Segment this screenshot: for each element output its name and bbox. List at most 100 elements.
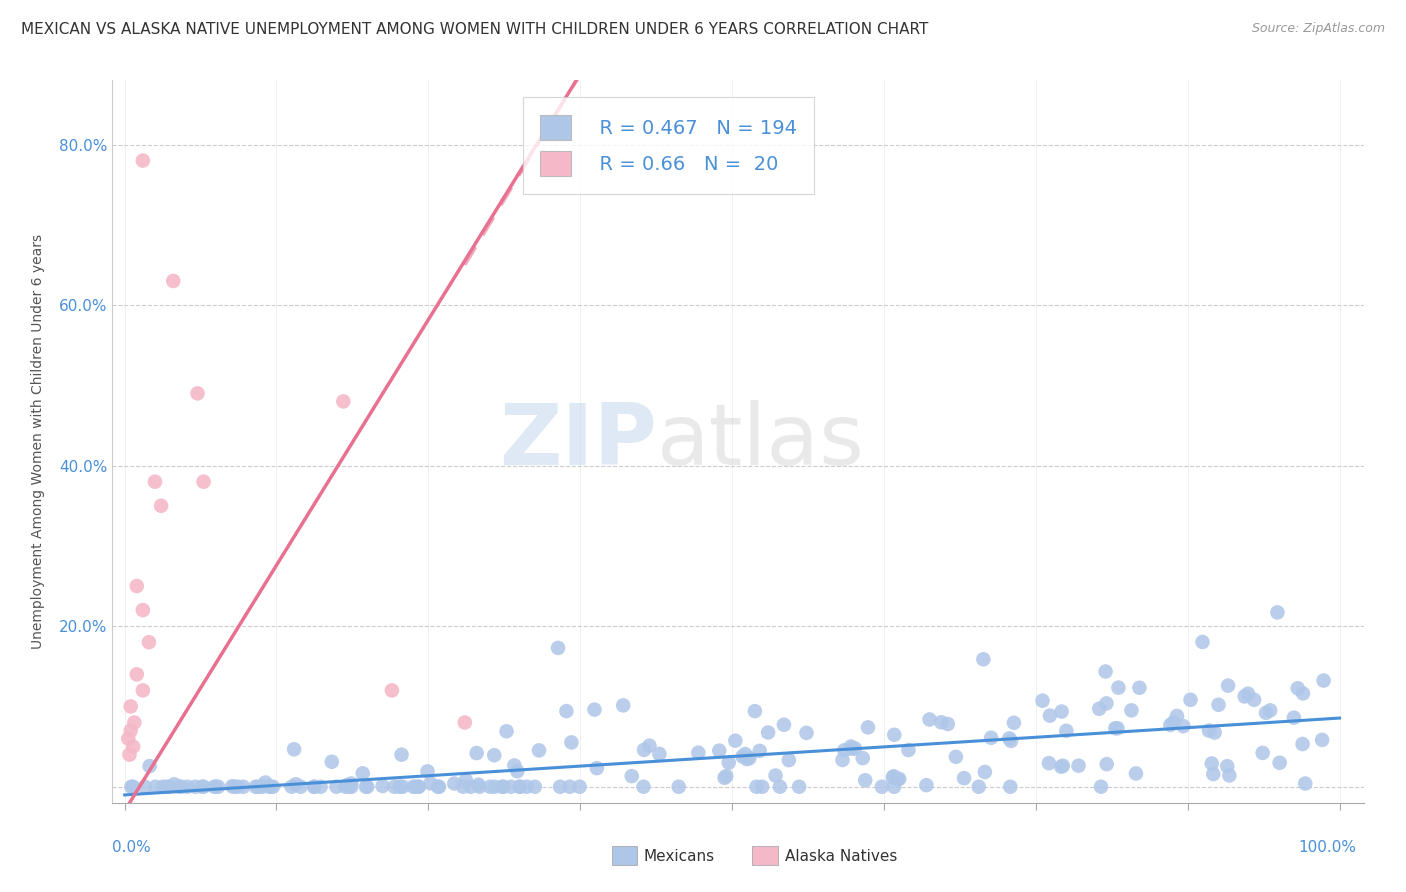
- Point: [252, 780, 274, 794]
- Point: [648, 747, 671, 761]
- Point: [716, 769, 738, 783]
- Point: [283, 742, 305, 756]
- Point: [352, 766, 374, 780]
- Legend:   R = 0.467   N = 194,   R = 0.66   N =  20: R = 0.467 N = 194, R = 0.66 N = 20: [523, 97, 814, 194]
- Point: [193, 780, 215, 794]
- Point: [332, 394, 354, 409]
- Point: [1088, 702, 1111, 716]
- Point: [1039, 708, 1062, 723]
- Text: 0.0%: 0.0%: [112, 840, 152, 855]
- Point: [340, 776, 363, 790]
- Point: [1067, 758, 1090, 772]
- Point: [419, 776, 441, 790]
- Point: [936, 717, 959, 731]
- Point: [1286, 681, 1309, 696]
- Point: [834, 743, 856, 757]
- Point: [152, 780, 174, 794]
- Point: [1104, 721, 1126, 735]
- Point: [335, 780, 357, 794]
- Point: [1208, 698, 1230, 712]
- Point: [354, 780, 377, 794]
- Point: [548, 780, 571, 794]
- Point: [967, 780, 990, 794]
- Point: [1050, 760, 1073, 774]
- Point: [262, 780, 284, 794]
- Point: [465, 746, 488, 760]
- Point: [184, 780, 207, 794]
- Point: [1292, 686, 1315, 700]
- Point: [1052, 758, 1074, 772]
- Point: [232, 780, 254, 794]
- Point: [1268, 756, 1291, 770]
- Point: [1218, 768, 1240, 782]
- Point: [915, 778, 938, 792]
- Point: [1312, 673, 1334, 688]
- Point: [150, 499, 173, 513]
- Point: [325, 780, 347, 794]
- Point: [668, 780, 690, 794]
- Point: [889, 772, 911, 786]
- Point: [321, 755, 343, 769]
- Point: [132, 153, 155, 168]
- Point: [1216, 679, 1239, 693]
- Point: [717, 756, 740, 770]
- Point: [612, 698, 634, 713]
- Point: [499, 780, 522, 794]
- Point: [882, 771, 904, 785]
- Point: [839, 739, 862, 754]
- Point: [1291, 737, 1313, 751]
- Point: [870, 780, 893, 794]
- Point: [1198, 723, 1220, 738]
- Point: [516, 780, 538, 794]
- Point: [254, 775, 277, 789]
- Point: [1173, 719, 1195, 733]
- Point: [117, 731, 139, 746]
- Point: [1254, 706, 1277, 720]
- Point: [204, 780, 226, 794]
- Point: [748, 744, 770, 758]
- Point: [1204, 725, 1226, 739]
- Point: [769, 780, 792, 794]
- Point: [897, 743, 920, 757]
- Point: [1031, 694, 1053, 708]
- Point: [132, 683, 155, 698]
- Point: [765, 768, 787, 782]
- Point: [638, 739, 661, 753]
- Point: [134, 780, 156, 794]
- Point: [120, 723, 142, 738]
- Point: [778, 753, 800, 767]
- Point: [479, 780, 502, 794]
- Point: [191, 780, 214, 794]
- Point: [125, 667, 148, 681]
- Point: [844, 741, 866, 756]
- Point: [953, 771, 976, 785]
- Point: [284, 777, 307, 791]
- Y-axis label: Unemployment Among Women with Children Under 6 years: Unemployment Among Women with Children U…: [31, 234, 45, 649]
- Point: [122, 739, 145, 754]
- Point: [468, 780, 491, 794]
- Point: [547, 640, 569, 655]
- Point: [1258, 703, 1281, 717]
- Point: [744, 704, 766, 718]
- Text: Alaska Natives: Alaska Natives: [785, 849, 897, 863]
- Point: [1180, 692, 1202, 706]
- Text: ZIP: ZIP: [499, 400, 657, 483]
- Point: [427, 780, 450, 794]
- Point: [145, 780, 167, 794]
- Point: [709, 743, 731, 757]
- Point: [527, 743, 550, 757]
- Point: [1237, 687, 1260, 701]
- Point: [408, 780, 430, 794]
- Point: [787, 780, 810, 794]
- Point: [1002, 715, 1025, 730]
- Point: [560, 735, 582, 749]
- Point: [1095, 757, 1118, 772]
- Point: [122, 780, 145, 794]
- Point: [918, 713, 941, 727]
- Text: Source: ZipAtlas.com: Source: ZipAtlas.com: [1251, 22, 1385, 36]
- Point: [506, 764, 529, 779]
- Point: [143, 475, 166, 489]
- Point: [883, 728, 905, 742]
- Point: [713, 771, 735, 785]
- Point: [1294, 776, 1316, 790]
